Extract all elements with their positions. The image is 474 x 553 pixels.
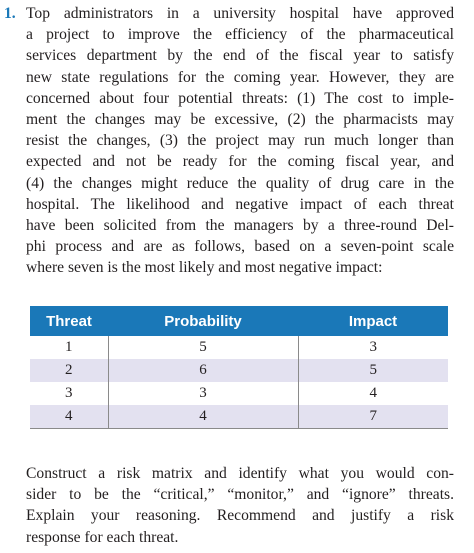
intro-line: (4) the changes might reduce the quality… [26, 174, 454, 192]
intro-line: new state regulations for the coming yea… [26, 68, 454, 86]
question-line: sider to be the “critical,” “monitor,” a… [26, 486, 454, 504]
cell-impact: 4 [297, 382, 448, 405]
question-line: Explain your reasoning. Recommend and ju… [26, 507, 454, 525]
table-row: 1 5 3 [30, 336, 448, 359]
intro-line: hospital. The likelihood and negative im… [26, 195, 454, 213]
cell-impact: 3 [297, 336, 448, 359]
intro-line: ment the changes may be excessive, (2) t… [26, 111, 454, 129]
intro-line: where seven is the most likely and most … [26, 259, 383, 277]
cell-probability: 4 [107, 405, 298, 429]
question-line: Construct a risk matrix and identify wha… [26, 465, 454, 482]
table-row: 4 4 7 [30, 405, 448, 429]
cell-probability: 6 [107, 359, 298, 382]
intro-line: expected and not be ready for the coming… [26, 153, 454, 171]
cell-threat: 2 [30, 359, 108, 382]
intro-line: resist the changes, (3) the project may … [26, 132, 454, 150]
problem-question-text: Construct a risk matrix and identify wha… [26, 463, 454, 548]
cell-threat: 4 [30, 405, 108, 429]
cell-impact: 7 [297, 405, 448, 429]
question-line: response for each threat. [26, 528, 179, 546]
table-header-row: Threat Probability Impact [30, 306, 448, 336]
cell-threat: 1 [30, 336, 108, 359]
intro-line: concerned about four potential threats: … [26, 89, 454, 107]
threat-table: Threat Probability Impact 1 5 3 2 6 5 3 … [30, 306, 448, 429]
cell-threat: 3 [30, 382, 108, 405]
header-impact: Impact [298, 306, 448, 336]
intro-line: have been solicited from the managers by… [26, 217, 454, 235]
table-row: 2 6 5 [30, 359, 448, 382]
problem-number: 1. [4, 5, 16, 22]
intro-line: services department by the end of the fi… [26, 47, 454, 65]
intro-line: phi process and are as follows, based on… [26, 238, 454, 256]
cell-probability: 3 [107, 382, 298, 405]
cell-probability: 5 [107, 336, 298, 359]
problem-intro-text: Top administrators in a university hospi… [26, 3, 454, 279]
intro-line: a project to improve the efficiency of t… [26, 26, 454, 44]
table-row: 3 3 4 [30, 382, 448, 405]
header-threat: Threat [30, 306, 108, 336]
cell-impact: 5 [297, 359, 448, 382]
header-probability: Probability [108, 306, 298, 336]
intro-line: Top administrators in a university hospi… [26, 5, 454, 22]
